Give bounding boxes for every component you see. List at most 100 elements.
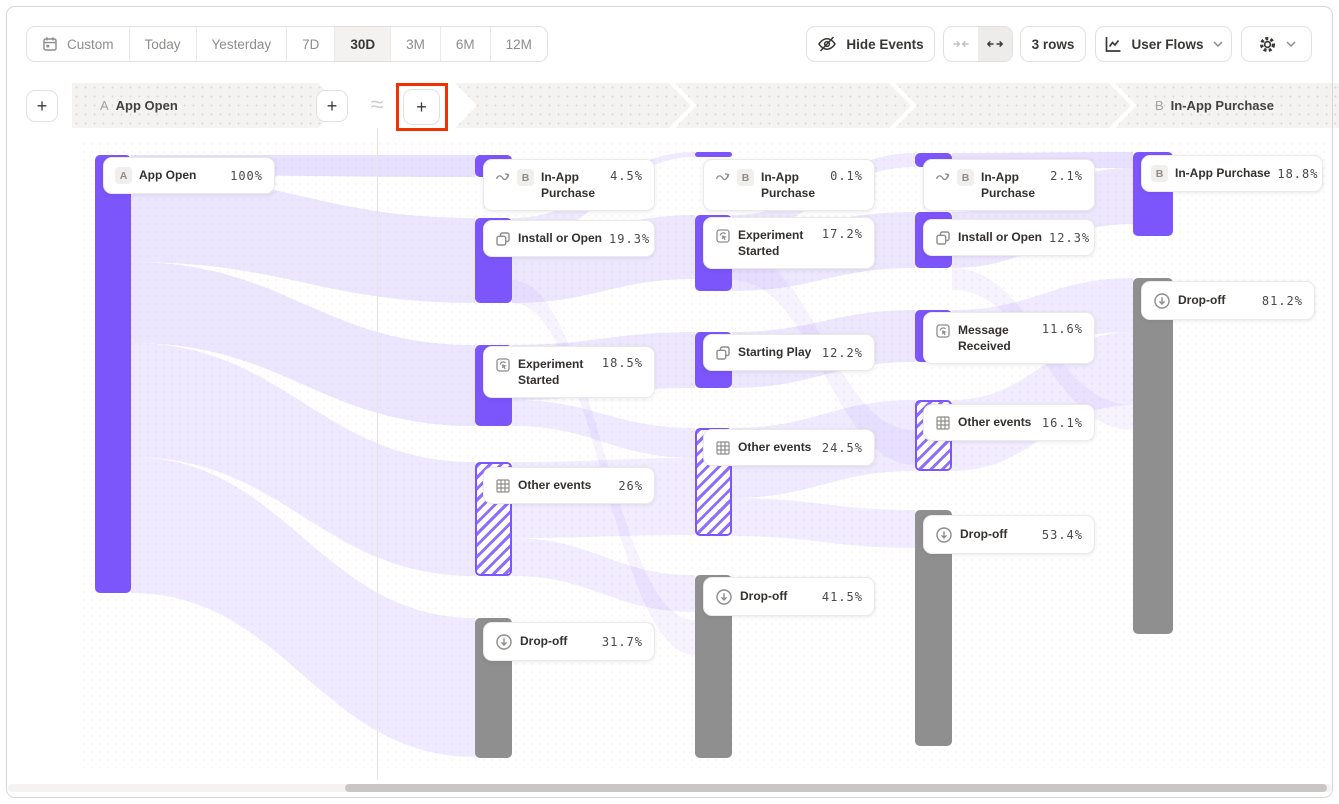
grid-icon	[495, 478, 511, 494]
date-range-custom[interactable]: Custom	[27, 27, 130, 61]
trend-arrow-icon	[715, 170, 730, 182]
step-header-text: A App Open	[100, 98, 178, 113]
approx-break-symbol: ≈	[370, 91, 384, 117]
node-value: 24.5%	[821, 440, 863, 455]
add-step-button-highlighted[interactable]: +	[403, 89, 440, 125]
date-range-6m[interactable]: 6M	[441, 27, 491, 61]
flow-node-card[interactable]: Drop-off 81.2%	[1141, 281, 1315, 320]
node-value: 18.8%	[1277, 166, 1319, 181]
width-toggle-group	[943, 26, 1013, 62]
view-selector-dropdown[interactable]: User Flows	[1095, 26, 1232, 62]
add-step-button-left[interactable]: +	[26, 90, 58, 122]
date-range-label: Yesterday	[211, 36, 272, 52]
step-header-blank-1[interactable]	[455, 83, 691, 128]
node-label: Experiment Started	[738, 228, 804, 259]
rows-label: 3 rows	[1031, 36, 1075, 52]
flow-node-card[interactable]: Experiment Started 18.5%	[483, 346, 655, 399]
flow-node-card[interactable]: A App Open 100%	[103, 157, 275, 194]
date-range-12m[interactable]: 12M	[491, 27, 547, 61]
step-header-text: B In-App Purchase	[1155, 98, 1274, 113]
chevron-down-icon	[1286, 41, 1296, 47]
grid-icon	[935, 415, 951, 431]
flow-node-card[interactable]: Other events 24.5%	[703, 429, 875, 466]
gear-icon	[1258, 35, 1277, 54]
plus-icon: +	[416, 96, 427, 117]
node-label: In-App Purchase	[981, 170, 1036, 201]
node-value: 41.5%	[821, 589, 863, 604]
expand-columns-button[interactable]	[978, 27, 1012, 61]
step-header-app-open[interactable]: A App Open	[72, 83, 340, 128]
flow-node-card[interactable]: Experiment Started 17.2%	[703, 217, 875, 270]
date-range-label: 12M	[505, 36, 532, 52]
rows-button[interactable]: 3 rows	[1020, 26, 1086, 62]
eye-off-icon	[817, 34, 837, 54]
flow-node-card[interactable]: B In-App Purchase 18.8%	[1141, 155, 1323, 192]
node-value: 4.5%	[610, 169, 643, 183]
flow-node-card[interactable]: Other events 16.1%	[923, 404, 1095, 441]
step-b-badge: B	[957, 169, 974, 186]
date-range-group: Custom Today Yesterday 7D 30D 3M 6M 12M	[26, 26, 548, 62]
flow-node-card[interactable]: Install or Open 19.3%	[483, 220, 655, 257]
node-value: 81.2%	[1261, 293, 1303, 308]
flow-node-card[interactable]: Install or Open 12.3%	[923, 219, 1095, 256]
chevron-down-icon	[1213, 41, 1223, 47]
node-label: Drop-off	[520, 634, 568, 649]
node-value: 0.1%	[830, 169, 863, 183]
experiment-icon	[935, 323, 951, 339]
flow-node-card[interactable]: Message Received 11.6%	[923, 312, 1095, 365]
flow-node-bar[interactable]	[695, 152, 732, 157]
drop-off-icon	[1153, 292, 1171, 310]
date-range-label: Custom	[67, 36, 114, 52]
horizontal-scrollbar-thumb[interactable]	[345, 784, 1327, 792]
grid-icon	[715, 440, 731, 456]
node-label: In-App Purchase	[1175, 166, 1271, 181]
step-header-in-app-purchase[interactable]: B In-App Purchase	[1115, 83, 1339, 128]
date-range-label: 7D	[302, 36, 320, 52]
date-range-label: Today	[144, 36, 181, 52]
date-range-label: 6M	[455, 36, 475, 52]
flow-node-bar[interactable]	[1133, 278, 1173, 634]
node-value: 18.5%	[601, 356, 643, 370]
step-b-badge: B	[737, 169, 754, 186]
copy-icon	[495, 231, 511, 247]
add-step-button-after-a[interactable]: +	[316, 90, 348, 122]
node-value: 53.4%	[1041, 527, 1083, 542]
flow-node-card[interactable]: Drop-off 31.7%	[483, 622, 655, 661]
node-value: 26%	[618, 478, 643, 493]
drop-off-icon	[715, 588, 733, 606]
flow-node-card[interactable]: B In-App Purchase 4.5%	[483, 159, 655, 212]
flow-node-card[interactable]: Starting Play 12.2%	[703, 334, 875, 371]
flow-node-card[interactable]: B In-App Purchase 2.1%	[923, 159, 1095, 212]
node-label: Drop-off	[960, 527, 1008, 542]
node-label: App Open	[139, 168, 197, 183]
flow-node-card[interactable]: B In-App Purchase 0.1%	[703, 159, 875, 212]
hide-events-label: Hide Events	[846, 36, 924, 52]
step-a-badge: A	[115, 167, 132, 184]
hide-events-button[interactable]: Hide Events	[806, 26, 935, 62]
annotation-highlight-box	[396, 83, 448, 131]
step-letter: B	[1155, 98, 1164, 113]
step-b-badge: B	[1151, 165, 1168, 182]
flow-node-bar[interactable]	[95, 155, 131, 593]
date-range-3m[interactable]: 3M	[391, 27, 441, 61]
experiment-icon	[715, 228, 731, 244]
collapse-columns-button[interactable]	[944, 27, 978, 61]
flow-node-card[interactable]: Other events 26%	[483, 467, 655, 504]
date-range-today[interactable]: Today	[130, 27, 197, 61]
node-label: Starting Play	[738, 345, 812, 360]
flow-node-card[interactable]: Drop-off 41.5%	[703, 577, 875, 616]
flow-node-card[interactable]: Drop-off 53.4%	[923, 515, 1095, 554]
calendar-icon	[42, 36, 58, 52]
settings-dropdown[interactable]	[1241, 26, 1312, 62]
collapse-arrows-icon	[953, 39, 969, 49]
step-header-blank-2[interactable]	[675, 83, 911, 128]
step-header-blank-3[interactable]	[895, 83, 1131, 128]
date-range-yesterday[interactable]: Yesterday	[197, 27, 288, 61]
node-label: Install or Open	[958, 230, 1043, 245]
date-range-7d[interactable]: 7D	[287, 27, 336, 61]
date-range-30d[interactable]: 30D	[335, 27, 392, 61]
node-value: 12.3%	[1049, 230, 1091, 245]
node-value: 19.3%	[609, 231, 651, 246]
node-label: Other events	[958, 415, 1032, 430]
trend-arrow-icon	[495, 170, 510, 182]
